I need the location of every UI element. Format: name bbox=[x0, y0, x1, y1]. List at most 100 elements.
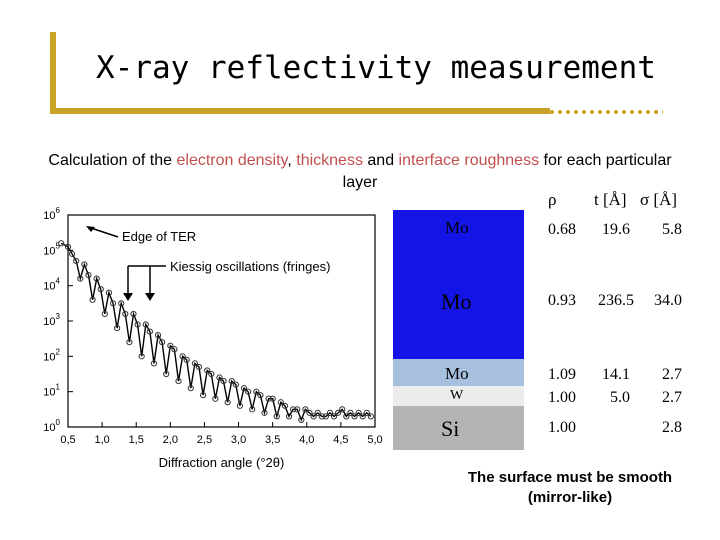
value-thickness: 14.1 bbox=[602, 366, 630, 383]
data-point bbox=[310, 413, 317, 420]
data-point bbox=[109, 300, 117, 307]
reflectivity-chart: 0,5 1,0 1,5 2,0 2,5 3,0 3,5 4,0 4,5 5,0 100 101 102 1… bbox=[43, 206, 382, 470]
data-point bbox=[236, 402, 244, 409]
plot-frame bbox=[67, 214, 376, 428]
layer-w: W bbox=[393, 386, 524, 406]
data-point bbox=[191, 360, 198, 367]
x-axis-label: Diffraction angle (°2θ) bbox=[159, 455, 285, 470]
value-thickness: 19.6 bbox=[602, 221, 630, 238]
data-point bbox=[273, 413, 280, 420]
data-point bbox=[355, 409, 362, 416]
data-point bbox=[326, 409, 334, 416]
data-point bbox=[212, 395, 219, 402]
data-point bbox=[146, 328, 153, 335]
data-point bbox=[195, 363, 203, 371]
data-point bbox=[204, 367, 211, 374]
data-point bbox=[64, 243, 72, 250]
data-point bbox=[245, 388, 252, 395]
layer-mo-thick: Mo bbox=[393, 246, 524, 359]
value-rho: 1.09 bbox=[548, 366, 576, 383]
data-point bbox=[232, 381, 239, 388]
data-point bbox=[318, 413, 325, 420]
data-point bbox=[330, 413, 338, 420]
data-point bbox=[228, 377, 235, 385]
data-point bbox=[154, 332, 162, 339]
arrowhead-icon bbox=[86, 226, 95, 232]
annotation-kiessig-oscillations: Kiessig oscillations (fringes) bbox=[170, 259, 330, 274]
data-point bbox=[359, 413, 366, 420]
data-point bbox=[171, 346, 178, 353]
layer-label: Mo bbox=[441, 289, 472, 314]
x-tick-label: 4,5 bbox=[333, 434, 348, 446]
value-rho: 1.00 bbox=[548, 419, 576, 436]
layer-label: W bbox=[450, 388, 464, 403]
x-tick-label: 3,0 bbox=[231, 434, 246, 446]
value-thickness: 236.5 bbox=[598, 292, 634, 309]
y-tick-label: 101 bbox=[43, 383, 60, 399]
value-roughness: 5.8 bbox=[662, 221, 682, 238]
data-point bbox=[93, 275, 100, 282]
value-rho: 1.00 bbox=[548, 389, 576, 406]
layer-label: Mo bbox=[445, 218, 469, 237]
data-point bbox=[130, 310, 137, 318]
y-tick-label: 103 bbox=[43, 312, 60, 328]
data-point bbox=[339, 406, 346, 413]
slide-title: X-ray reflectivity measurement bbox=[96, 50, 656, 86]
data-point bbox=[240, 385, 248, 392]
layer-label: Mo bbox=[445, 364, 469, 383]
data-point bbox=[183, 356, 190, 363]
data-point bbox=[347, 409, 354, 416]
value-thickness: 5.0 bbox=[610, 389, 630, 406]
annotation-edge-of-ter: Edge of TER bbox=[122, 229, 196, 244]
value-roughness: 2.7 bbox=[662, 389, 682, 406]
data-point bbox=[363, 409, 370, 416]
data-point bbox=[265, 395, 272, 402]
data-point bbox=[249, 406, 256, 413]
data-point bbox=[85, 271, 92, 279]
value-roughness: 2.7 bbox=[662, 366, 682, 383]
subtitle-text: , bbox=[287, 152, 297, 169]
highlight-thickness: thickness bbox=[296, 152, 363, 169]
header-roughness: σ [Å] bbox=[640, 190, 678, 209]
data-point bbox=[97, 286, 104, 293]
y-tick-label: 106 bbox=[43, 206, 60, 222]
header-rho: ρ bbox=[548, 190, 557, 209]
title-accent-bar-horizontal bbox=[50, 108, 550, 114]
data-point bbox=[114, 324, 121, 332]
highlight-electron-density: electron density bbox=[176, 152, 288, 169]
data-point bbox=[179, 353, 186, 360]
x-tick-label: 1,5 bbox=[129, 434, 144, 446]
subtitle-text: Calculation of the bbox=[48, 152, 177, 169]
data-point bbox=[314, 409, 321, 416]
value-rho: 0.68 bbox=[548, 221, 576, 238]
data-point bbox=[105, 289, 113, 296]
data-point bbox=[351, 413, 358, 420]
data-point bbox=[216, 374, 223, 381]
data-point bbox=[175, 377, 182, 385]
data-point bbox=[306, 409, 313, 416]
data-point bbox=[159, 339, 166, 346]
surface-note: The surface must be smooth (mirror-like) bbox=[467, 469, 673, 506]
x-tick-label: 3,5 bbox=[265, 434, 280, 446]
data-point bbox=[150, 360, 158, 367]
y-tick-label: 104 bbox=[43, 277, 60, 293]
value-roughness: 2.8 bbox=[662, 419, 682, 436]
data-point bbox=[118, 300, 125, 307]
data-point bbox=[77, 275, 84, 282]
data-point bbox=[290, 406, 297, 413]
data-point bbox=[302, 406, 309, 413]
title-accent-dots bbox=[548, 109, 663, 115]
data-point bbox=[208, 370, 215, 378]
arrowhead-icon bbox=[145, 293, 155, 301]
data-point bbox=[257, 392, 264, 399]
layer-mo-top: Mo bbox=[393, 210, 524, 246]
data-point bbox=[68, 250, 76, 257]
data-point bbox=[187, 385, 194, 392]
data-point bbox=[298, 416, 305, 424]
slide-subtitle: Calculation of the electron density, thi… bbox=[40, 150, 680, 194]
data-point bbox=[335, 409, 342, 416]
data-point bbox=[261, 409, 268, 416]
value-roughness: 34.0 bbox=[654, 292, 682, 309]
x-tick-label: 4,0 bbox=[299, 434, 314, 446]
data-point bbox=[126, 339, 133, 346]
